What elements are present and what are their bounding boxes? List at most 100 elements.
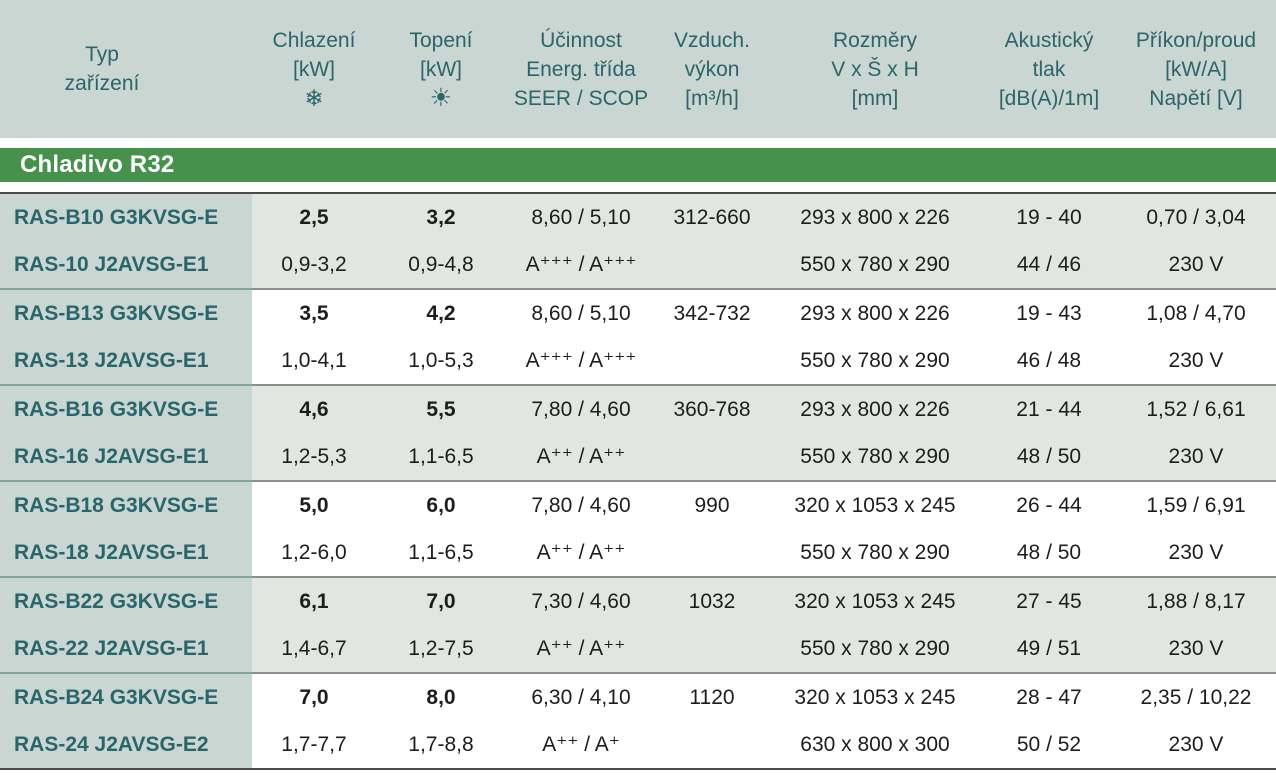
heating-value: 5,5 (376, 386, 506, 433)
cooling-value: 2,5 (252, 194, 376, 241)
header-line: výkon (684, 57, 740, 81)
acoustic-value: 49 / 51 (982, 625, 1116, 672)
power-value: 0,70 / 3,04 (1116, 194, 1276, 241)
sun-icon: ☀ (429, 83, 453, 112)
header-line: tlak (1032, 57, 1066, 81)
table-row: RAS-22 J2AVSG-E1 1,4-6,7 1,2-7,5 A⁺⁺ / A… (0, 625, 1276, 672)
table-row: RAS-B10 G3KVSG-E 2,5 3,2 8,60 / 5,10 312… (0, 194, 1276, 241)
model-group: RAS-B16 G3KVSG-E 4,6 5,5 7,80 / 4,60 360… (0, 386, 1276, 480)
header-col-power: Příkon/proud [kW/A] Napětí [V] (1116, 26, 1276, 113)
acoustic-value: 26 - 44 (982, 482, 1116, 529)
efficiency-value: 6,30 / 4,10 (506, 674, 656, 721)
power-value: 230 V (1116, 721, 1276, 768)
dimensions-value: 293 x 800 x 226 (768, 290, 982, 337)
airflow-value (656, 337, 768, 384)
table-row: RAS-16 J2AVSG-E1 1,2-5,3 1,1-6,5 A⁺⁺ / A… (0, 433, 1276, 480)
model-group: RAS-B24 G3KVSG-E 7,0 8,0 6,30 / 4,10 112… (0, 674, 1276, 768)
header-col-cooling: Chlazení [kW] ❄ (252, 26, 376, 113)
header-col-heating: Topení [kW] ☀ (376, 26, 506, 113)
header-line: [mm] (851, 86, 899, 110)
power-value: 2,35 / 10,22 (1116, 674, 1276, 721)
model-cell: RAS-B10 G3KVSG-E (0, 194, 252, 241)
spacer (0, 182, 1276, 192)
efficiency-value: A⁺⁺ / A⁺⁺ (506, 529, 656, 576)
heating-value: 6,0 (376, 482, 506, 529)
acoustic-value: 48 / 50 (982, 529, 1116, 576)
snowflake-icon: ❄ (304, 84, 324, 111)
efficiency-value: 7,30 / 4,60 (506, 578, 656, 625)
header-line: Rozměry (832, 28, 917, 52)
dimensions-value: 320 x 1053 x 245 (768, 482, 982, 529)
model-cell: RAS-B18 G3KVSG-E (0, 482, 252, 529)
header-line: Topení (409, 28, 473, 52)
efficiency-value: 8,60 / 5,10 (506, 290, 656, 337)
efficiency-value: A⁺⁺⁺ / A⁺⁺⁺ (506, 241, 656, 288)
cooling-value: 1,2-5,3 (252, 433, 376, 480)
efficiency-value: 8,60 / 5,10 (506, 194, 656, 241)
header-line: Akustický (1004, 28, 1094, 52)
efficiency-value: 7,80 / 4,60 (506, 482, 656, 529)
group-separator (0, 672, 1276, 674)
dimensions-value: 550 x 780 x 290 (768, 241, 982, 288)
group-separator (0, 480, 1276, 482)
power-value: 1,52 / 6,61 (1116, 386, 1276, 433)
dimensions-value: 293 x 800 x 226 (768, 194, 982, 241)
acoustic-value: 19 - 40 (982, 194, 1116, 241)
model-cell: RAS-B24 G3KVSG-E (0, 674, 252, 721)
model-group: RAS-B13 G3KVSG-E 3,5 4,2 8,60 / 5,10 342… (0, 290, 1276, 384)
power-value: 1,59 / 6,91 (1116, 482, 1276, 529)
power-value: 1,88 / 8,17 (1116, 578, 1276, 625)
model-cell: RAS-13 J2AVSG-E1 (0, 337, 252, 384)
power-value: 230 V (1116, 337, 1276, 384)
acoustic-value: 21 - 44 (982, 386, 1116, 433)
header-line: Energ. třída (526, 57, 636, 81)
header-col-acoustic: Akustický tlak [dB(A)/1m] (982, 26, 1116, 113)
header-line: Příkon/proud (1135, 28, 1257, 52)
section-banner: Chladivo R32 (0, 148, 1276, 182)
cooling-value: 6,1 (252, 578, 376, 625)
table-row: RAS-B24 G3KVSG-E 7,0 8,0 6,30 / 4,10 112… (0, 674, 1276, 721)
model-cell: RAS-16 J2AVSG-E1 (0, 433, 252, 480)
acoustic-value: 50 / 52 (982, 721, 1116, 768)
header-col-airflow: Vzduch. výkon [m³/h] (656, 26, 768, 113)
heating-value: 8,0 (376, 674, 506, 721)
header-line: V x Š x H (831, 57, 919, 81)
heating-value: 1,1-6,5 (376, 529, 506, 576)
heating-value: 1,1-6,5 (376, 433, 506, 480)
cooling-value: 3,5 (252, 290, 376, 337)
acoustic-value: 48 / 50 (982, 433, 1116, 480)
header-line: [kW] (293, 57, 335, 81)
top-rule (0, 192, 1276, 194)
airflow-value: 1032 (656, 578, 768, 625)
header-line: SEER / SCOP (513, 86, 649, 110)
acoustic-value: 27 - 45 (982, 578, 1116, 625)
airflow-value: 342-732 (656, 290, 768, 337)
heating-value: 7,0 (376, 578, 506, 625)
heating-value: 1,2-7,5 (376, 625, 506, 672)
efficiency-value: 7,80 / 4,60 (506, 386, 656, 433)
table-header: Typ zařízení Chlazení [kW] ❄ Topení [kW]… (0, 0, 1276, 138)
header-line: Typ (85, 43, 119, 66)
cooling-value: 1,4-6,7 (252, 625, 376, 672)
group-separator (0, 576, 1276, 578)
power-value: 1,08 / 4,70 (1116, 290, 1276, 337)
cooling-value: 4,6 (252, 386, 376, 433)
table-row: RAS-18 J2AVSG-E1 1,2-6,0 1,1-6,5 A⁺⁺ / A… (0, 529, 1276, 576)
header-line: [kW] (420, 57, 462, 81)
acoustic-value: 46 / 48 (982, 337, 1116, 384)
header-line: Účinnost (540, 28, 622, 52)
airflow-value: 360-768 (656, 386, 768, 433)
dimensions-value: 293 x 800 x 226 (768, 386, 982, 433)
airflow-value (656, 433, 768, 480)
cooling-value: 5,0 (252, 482, 376, 529)
header-line: [dB(A)/1m] (998, 86, 1100, 110)
header-line: Napětí [V] (1149, 86, 1243, 110)
power-value: 230 V (1116, 433, 1276, 480)
power-value: 230 V (1116, 529, 1276, 576)
acoustic-value: 28 - 47 (982, 674, 1116, 721)
table-row: RAS-13 J2AVSG-E1 1,0-4,1 1,0-5,3 A⁺⁺⁺ / … (0, 337, 1276, 384)
cooling-value: 1,0-4,1 (252, 337, 376, 384)
airflow-value: 1120 (656, 674, 768, 721)
heating-value: 0,9-4,8 (376, 241, 506, 288)
bottom-rule (0, 768, 1276, 770)
